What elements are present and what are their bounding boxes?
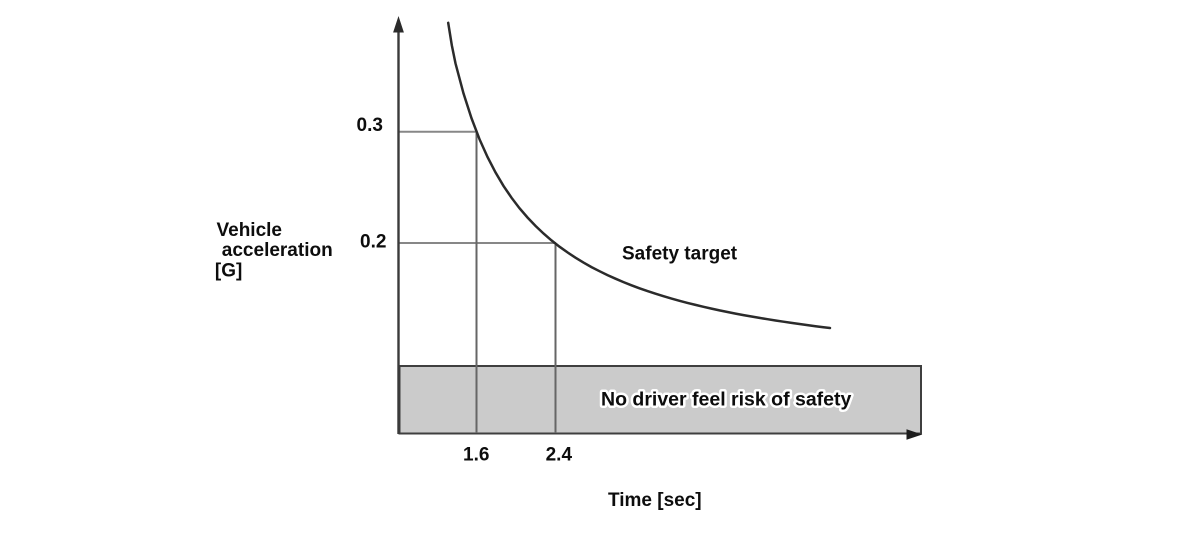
svg-text:Time [sec]: Time [sec] (608, 490, 702, 511)
svg-text:acceleration: acceleration (222, 240, 333, 261)
svg-text:[G]: [G] (215, 260, 242, 281)
svg-text:Safety target: Safety target (622, 244, 738, 265)
svg-text:0.3: 0.3 (357, 115, 383, 136)
svg-text:No driver feel risk of safety: No driver feel risk of safety (601, 389, 852, 411)
svg-text:Vehicle: Vehicle (217, 220, 283, 241)
svg-text:0.2: 0.2 (360, 232, 386, 253)
svg-text:1.6: 1.6 (463, 445, 489, 466)
svg-text:2.4: 2.4 (546, 445, 573, 466)
